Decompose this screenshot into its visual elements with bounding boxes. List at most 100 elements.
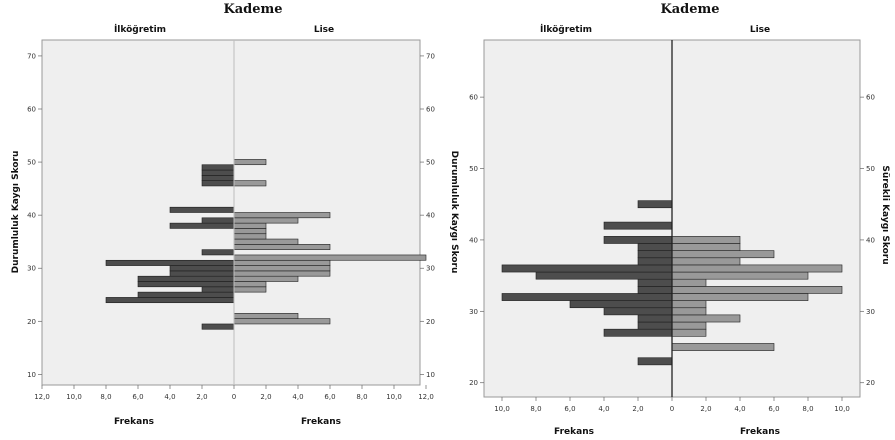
lise-bar-34: [671, 278, 707, 287]
ilkogretim-bar-42: [603, 221, 673, 230]
chart-2-y-axis-label-right: Sürekli Kaygı Skoru: [880, 165, 890, 264]
chart-2-ticks: 20 20 30 30 40 40 50 50 60 60 10,0 8,0 6,0 4,0 2,0 0 2,0…: [469, 94, 875, 413]
y-tick-right-label-40: 40: [866, 236, 875, 244]
y-tick-left-label-50: 50: [469, 165, 478, 173]
y-tick-left-label-30: 30: [469, 308, 478, 316]
ilkogretim-bar-39: [637, 243, 673, 251]
y-tick-left-label-60: 60: [469, 94, 478, 102]
ilkogretim-bar-34: [637, 278, 673, 287]
ilkogretim-bar-31: [105, 259, 235, 266]
lise-bar-35: [671, 271, 809, 280]
x-tick-left-label-4: 2,0: [632, 405, 643, 413]
ilkogretim-bar-28: [137, 275, 235, 282]
y-tick-right-label-10: 10: [426, 371, 435, 379]
x-tick-right-label-1: 2,0: [260, 393, 271, 401]
x-tick-right-label-4: 8,0: [356, 393, 367, 401]
ilkogretim-bar-35: [535, 271, 673, 280]
y-tick-right-label-70: 70: [426, 52, 435, 60]
ilkogretim-bar-29: [169, 270, 235, 277]
lise-bar-37: [233, 228, 267, 235]
x-tick-left-label-3: 6,0: [132, 393, 143, 401]
ilkogretim-bar-26: [201, 286, 235, 293]
x-tick-right-label-2: 4,0: [734, 405, 745, 413]
lise-bar-20: [233, 318, 331, 325]
lise-bar-28: [233, 275, 299, 282]
lise-bar-36: [233, 233, 267, 240]
x-tick-left-label-3: 4,0: [598, 405, 609, 413]
chart-1-x-axis-label-left: Frekans: [114, 417, 154, 427]
x-tick-left-label-0: 10,0: [494, 405, 510, 413]
ilkogretim-bar-36: [501, 264, 673, 273]
ilkogretim-bar-33: [637, 286, 673, 294]
chart-1-right-group-label: Lise: [314, 25, 334, 35]
x-tick-left-label-0: 12,0: [34, 393, 50, 401]
x-tick-left-label-2: 8,0: [100, 393, 111, 401]
ilkogretim-bar-24: [105, 297, 235, 304]
lise-bar-27: [671, 328, 707, 337]
x-tick-left-label-1: 10,0: [66, 393, 82, 401]
chart-2-x-axis-label-right: Frekans: [740, 427, 780, 437]
lise-bar-40: [233, 212, 331, 219]
chart-2: Kademe İlköğretim Lise 20 20 30 30 40 40 50 50 6…: [469, 2, 890, 437]
lise-bar-36: [671, 264, 843, 273]
y-tick-left-label-10: 10: [27, 371, 36, 379]
y-tick-right-label-30: 30: [866, 308, 875, 316]
y-tick-left-label-70: 70: [27, 52, 36, 60]
lise-bar-38: [671, 250, 775, 259]
y-tick-left-label-40: 40: [27, 212, 36, 220]
ilkogretim-bar-30: [169, 265, 235, 272]
x-tick-left-label-5: 0: [670, 405, 674, 413]
lise-bar-31: [671, 300, 707, 309]
ilkogretim-bar-27: [603, 328, 673, 337]
chart-1-x-axis-label-right: Frekans: [301, 417, 341, 427]
ilkogretim-bar-33: [201, 249, 235, 256]
y-tick-right-label-40: 40: [426, 212, 435, 220]
y-tick-right-label-20: 20: [866, 379, 875, 387]
ilkogretim-bar-47: [201, 175, 235, 181]
y-tick-left-label-20: 20: [469, 379, 478, 387]
x-tick-left-label-2: 6,0: [564, 405, 575, 413]
lise-bar-25: [671, 343, 775, 351]
chart-1-y-axis-label-right: Durumluluk Kaygı Skoru: [449, 151, 459, 274]
x-tick-right-label-5: 10,0: [386, 393, 402, 401]
ilkogretim-bar-45: [637, 200, 673, 209]
x-tick-right-label-1: 2,0: [700, 405, 711, 413]
x-tick-left-label-1: 8,0: [530, 405, 541, 413]
chart-1-left-group-label: İlköğretim: [114, 24, 166, 35]
ilkogretim-bar-29: [637, 314, 673, 323]
x-tick-left-label-5: 2,0: [196, 393, 207, 401]
lise-bar-50: [233, 159, 267, 166]
ilkogretim-bar-30: [603, 307, 673, 316]
y-tick-left-label-60: 60: [27, 106, 36, 114]
chart-2-left-group-label: İlköğretim: [540, 24, 592, 35]
x-tick-right-label-3: 6,0: [768, 405, 779, 413]
lise-bar-26: [233, 286, 267, 293]
chart-1: Kademe İlköğretim Lise 10 10 20 20 30 30 40 40 5…: [11, 2, 459, 427]
x-tick-right-label-5: 10,0: [834, 405, 850, 413]
ilkogretim-bar-46: [201, 180, 235, 187]
x-tick-right-label-4: 8,0: [802, 405, 813, 413]
ilkogretim-bar-49: [201, 164, 235, 171]
lise-bar-39: [233, 217, 299, 224]
ilkogretim-bar-41: [169, 206, 235, 213]
lise-bar-27: [233, 281, 267, 288]
lise-bar-30: [671, 307, 707, 316]
chart-2-right-group-label: Lise: [750, 25, 770, 35]
chart-2-x-axis-label-left: Frekans: [554, 427, 594, 437]
y-tick-right-label-60: 60: [866, 94, 875, 102]
ilkogretim-bar-38: [637, 250, 673, 259]
lise-bar-21: [233, 313, 299, 319]
y-tick-left-label-50: 50: [27, 159, 36, 167]
lise-bar-30: [233, 265, 331, 272]
lise-bar-38: [233, 222, 267, 229]
chart-1-lise-bars: [233, 159, 427, 325]
ilkogretim-bar-40: [603, 236, 673, 244]
ilkogretim-bar-32: [501, 293, 673, 301]
lise-bar-37: [671, 257, 741, 266]
ilkogretim-bar-48: [201, 169, 235, 176]
lise-bar-31: [233, 259, 331, 266]
chart-1-ilkogretim-bars: [105, 164, 235, 330]
ilkogretim-bar-28: [637, 321, 673, 330]
ilkogretim-bar-39: [201, 217, 235, 224]
